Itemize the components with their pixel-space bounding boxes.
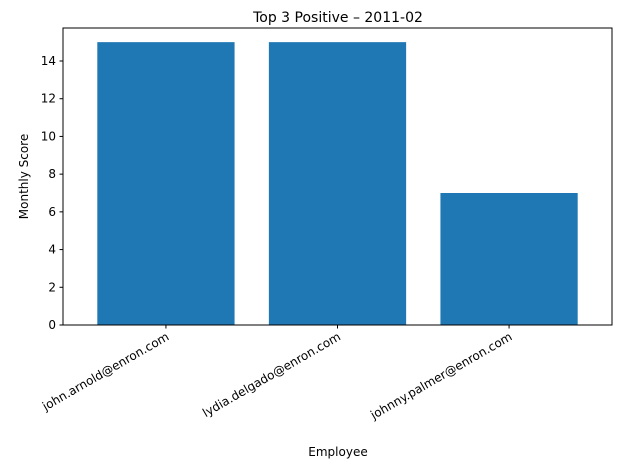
bar-1 (97, 42, 235, 326)
chart-title: Top 3 Positive – 2011-02 (252, 10, 423, 26)
y-tick-label: 8 (48, 167, 56, 181)
bars-layer (97, 42, 578, 326)
y-tick-label: 0 (48, 318, 56, 332)
y-tick-label: 10 (41, 129, 56, 143)
x-axis-title: Employee (308, 445, 367, 459)
y-axis: 0 2 4 6 8 10 12 14 (41, 54, 63, 332)
bar-2 (268, 42, 407, 326)
y-tick-label: 6 (48, 205, 56, 219)
y-axis-title: Monthly Score (17, 134, 31, 219)
y-tick-label: 12 (41, 92, 56, 106)
plot-frame (62, 27, 613, 326)
y-tick-label: 4 (48, 243, 56, 257)
bar-3 (440, 193, 578, 325)
y-tick-label: 2 (48, 280, 56, 294)
y-tick-label: 14 (41, 54, 56, 68)
